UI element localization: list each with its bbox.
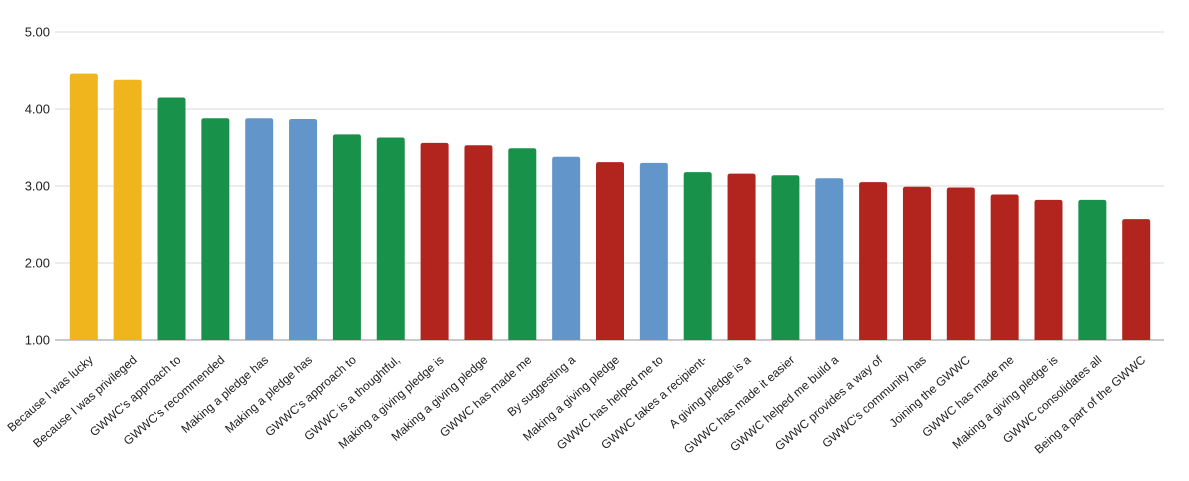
bar[interactable] xyxy=(201,118,230,341)
bar[interactable] xyxy=(771,175,800,340)
bar[interactable] xyxy=(1034,199,1063,340)
bar[interactable] xyxy=(157,97,186,340)
y-axis-tick-label: 5.00 xyxy=(25,25,50,40)
bar[interactable] xyxy=(289,119,318,340)
bar[interactable] xyxy=(683,172,712,340)
bar[interactable] xyxy=(727,173,756,340)
bar[interactable] xyxy=(508,148,537,340)
bar[interactable] xyxy=(464,145,493,340)
x-axis-label: A giving pledge is a xyxy=(666,352,753,431)
bar[interactable] xyxy=(420,142,449,340)
y-axis-tick-label: 1.00 xyxy=(25,333,50,348)
bar[interactable] xyxy=(69,73,98,340)
bar[interactable] xyxy=(1122,219,1151,340)
bar[interactable] xyxy=(596,162,624,340)
bar[interactable] xyxy=(245,118,274,341)
y-axis-tick-label: 2.00 xyxy=(25,256,50,271)
bar[interactable] xyxy=(1078,199,1107,340)
bar[interactable] xyxy=(332,134,361,340)
bar[interactable] xyxy=(639,162,668,340)
bar[interactable] xyxy=(859,182,888,340)
bar[interactable] xyxy=(902,186,931,340)
bar[interactable] xyxy=(376,137,405,340)
bar[interactable] xyxy=(990,194,1019,340)
bar[interactable] xyxy=(552,156,581,340)
bar[interactable] xyxy=(815,178,844,340)
bar[interactable] xyxy=(113,79,142,341)
y-axis-tick-label: 3.00 xyxy=(25,179,50,194)
y-axis-tick-label: 4.00 xyxy=(25,102,50,117)
x-axis-label: Joining the GWWC xyxy=(887,352,973,430)
bar[interactable] xyxy=(946,187,975,340)
